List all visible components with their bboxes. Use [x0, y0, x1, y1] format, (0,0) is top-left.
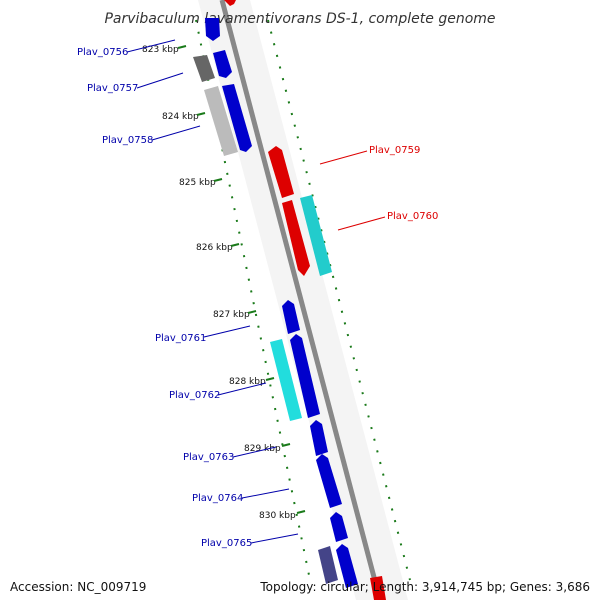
gene-leader-0761: [203, 325, 251, 338]
gene-leader-0759: [319, 150, 368, 165]
tick-mark-829: [281, 443, 291, 447]
tick-label-825: 825 kbp: [179, 178, 216, 188]
tick-label-826: 826 kbp: [196, 243, 233, 253]
tick-mark-823: [177, 45, 187, 49]
gene-label-plav-0757[interactable]: Plav_0757: [87, 83, 138, 94]
feature-cyan-0760: [300, 195, 332, 276]
gene-arrow-bottom[interactable]: [336, 544, 358, 588]
tick-mark-828: [265, 377, 275, 381]
feature-gray-0758: [204, 86, 238, 156]
gene-arrow-plav-0760[interactable]: [282, 200, 310, 276]
gene-arrow-plav-0757[interactable]: [213, 50, 232, 78]
tick-mark-824: [196, 112, 206, 116]
tick-mark-827: [247, 310, 257, 314]
gene-leader-0763: [232, 446, 277, 458]
gene-label-plav-0761[interactable]: Plav_0761: [155, 333, 206, 344]
genome-backbone: [219, 0, 383, 600]
gene-label-plav-0764[interactable]: Plav_0764: [192, 493, 243, 504]
gene-leader-0764: [241, 488, 290, 499]
gene-arrow-plav-0758[interactable]: [222, 84, 252, 152]
tick-mark-826: [230, 243, 240, 247]
gene-label-plav-0762[interactable]: Plav_0762: [169, 390, 220, 401]
gene-arrow-plav-0763[interactable]: [310, 420, 328, 456]
gene-leader-0756: [126, 39, 176, 53]
gene-label-plav-0756[interactable]: Plav_0756: [77, 47, 128, 58]
tick-label-824: 824 kbp: [162, 112, 199, 122]
gene-label-plav-0763[interactable]: Plav_0763: [183, 452, 234, 463]
tick-mark-830: [296, 510, 306, 514]
tick-label-830: 830 kbp: [259, 511, 296, 521]
chart-title: Parvibaculum lavamentivorans DS-1, compl…: [104, 11, 495, 27]
topology-label: Topology: circular; Length: 3,914,745 bp…: [260, 580, 590, 594]
gene-arrow-plav-0765[interactable]: [330, 512, 348, 542]
tick-label-823: 823 kbp: [142, 45, 179, 55]
gene-arrow-plav-0764[interactable]: [316, 454, 342, 508]
accession-label: Accession: NC_009719: [10, 580, 147, 594]
feature-cyan-0762: [270, 339, 302, 421]
gene-label-plav-0758[interactable]: Plav_0758: [102, 135, 153, 146]
gene-leader-0765: [250, 533, 299, 544]
tick-label-827: 827 kbp: [213, 310, 250, 320]
gene-leader-0758: [151, 125, 201, 141]
gene-leader-0760: [337, 216, 386, 231]
feature-gray-0757: [193, 55, 215, 82]
gene-arrow-plav-0761[interactable]: [282, 300, 300, 334]
tick-mark-825: [213, 178, 223, 182]
gene-arrow-plav-0759[interactable]: [268, 146, 294, 198]
gene-label-plav-0759[interactable]: Plav_0759: [369, 145, 420, 156]
gene-arrow-top-red-partial[interactable]: [224, 0, 236, 6]
tick-label-829: 829 kbp: [244, 444, 281, 454]
gene-leader-0757: [136, 72, 184, 89]
forward-scale-line: [267, 19, 411, 581]
tick-label-828: 828 kbp: [229, 377, 266, 387]
gene-label-plav-0760[interactable]: Plav_0760: [387, 211, 438, 222]
feature-dark-0765: [318, 546, 338, 584]
gene-arrow-top-partial[interactable]: [205, 18, 220, 41]
gene-arrow-bottom-red-partial[interactable]: [370, 576, 386, 600]
gene-leader-0762: [217, 382, 267, 396]
gene-arrow-plav-0762[interactable]: [290, 334, 320, 418]
gene-label-plav-0765[interactable]: Plav_0765: [201, 538, 252, 549]
